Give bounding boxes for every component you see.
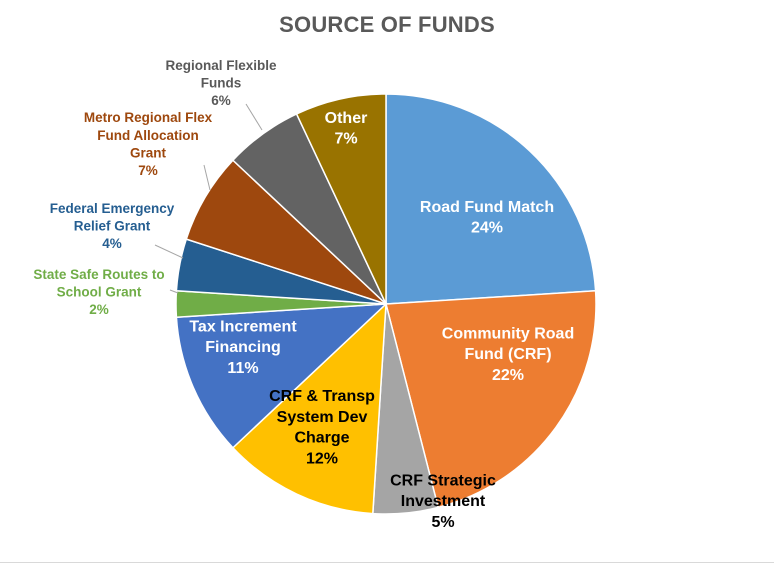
- slice-percent-label: 12%: [306, 450, 338, 467]
- slice-label-text: Grant: [130, 145, 167, 160]
- pie-slice-10: [295, 93, 387, 305]
- slice-label-text: Funds: [201, 76, 242, 91]
- chart-title: SOURCE OF FUNDS: [279, 12, 495, 37]
- slice-percent-label: 22%: [492, 367, 524, 384]
- slice-label-4: CRF & Transp System Dev Charge 12%: [269, 388, 375, 467]
- pie-slice-1: [385, 93, 597, 305]
- slice-label-text: Regional Flexible: [165, 58, 277, 73]
- slice-percent-label: 4%: [102, 236, 122, 251]
- slice-percent-label: 11%: [227, 360, 258, 377]
- pie-slice-5: [175, 303, 389, 449]
- slice-label-5: Tax Increment Financing 11%: [189, 318, 297, 377]
- slice-percent-label: 7%: [334, 131, 357, 148]
- slice-label-7: Federal Emergency Relief Grant 4%: [50, 201, 175, 251]
- slice-percent-label: 2%: [89, 302, 109, 317]
- slice-label-text: Federal Emergency: [50, 201, 175, 216]
- slice-label-text: Fund (CRF): [464, 346, 551, 363]
- leader-line-9: [245, 103, 263, 131]
- slice-label-10: Other 7%: [325, 110, 368, 148]
- slice-label-text: Metro Regional Flex: [84, 110, 213, 125]
- slice-percent-label: 6%: [211, 93, 231, 108]
- slice-percent-label: 5%: [431, 514, 454, 531]
- slice-label-text: System Dev: [277, 409, 368, 426]
- slice-label-text: Investment: [401, 493, 486, 510]
- slice-percent-label: 24%: [471, 220, 503, 237]
- slice-label-text: Community Road: [442, 325, 574, 342]
- pie-slice-2: [385, 290, 597, 509]
- slice-label-text: Tax Increment: [189, 318, 297, 335]
- slice-label-2: Community Road Fund (CRF) 22%: [442, 325, 574, 384]
- slice-label-text: Fund Allocation: [97, 128, 199, 143]
- leader-line-7: [154, 244, 184, 259]
- slice-label-9: Regional Flexible Funds 6%: [165, 58, 277, 108]
- slice-label-3: CRF Strategic Investment 5%: [390, 472, 496, 531]
- pie-slice-4: [231, 302, 387, 515]
- leader-line-6: [169, 289, 179, 294]
- bottom-divider: [0, 562, 774, 563]
- leader-line-8: [203, 164, 211, 191]
- slice-label-text: State Safe Routes to: [33, 267, 164, 282]
- slice-label-text: Charge: [294, 430, 349, 447]
- slice-label-text: CRF Strategic: [390, 472, 496, 489]
- slice-label-text: Road Fund Match: [420, 199, 554, 216]
- slice-label-6: State Safe Routes to School Grant 2%: [33, 267, 164, 317]
- slice-label-text: School Grant: [57, 285, 142, 300]
- slice-label-text: Other: [325, 110, 368, 127]
- slice-label-8: Metro Regional Flex Fund Allocation Grant 7…: [84, 110, 213, 178]
- slice-label-1: Road Fund Match 24%: [420, 199, 554, 237]
- slice-label-text: CRF & Transp: [269, 388, 375, 405]
- slice-label-text: Financing: [205, 339, 281, 356]
- slice-label-text: Relief Grant: [74, 219, 151, 234]
- slice-percent-label: 7%: [138, 163, 158, 178]
